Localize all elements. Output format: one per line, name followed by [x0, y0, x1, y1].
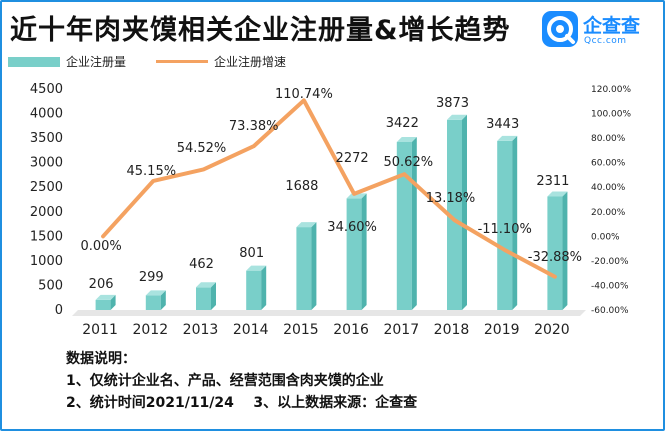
bar-value-label: 801: [239, 246, 264, 261]
bar-top: [547, 191, 568, 197]
growth-value-label: 13.18%: [426, 191, 476, 206]
y-right-tick-label: -40.00%: [591, 281, 629, 291]
x-tick-label: 2013: [183, 322, 219, 338]
y-right-tick-label: 40.00%: [591, 183, 626, 193]
bar-top: [447, 114, 467, 120]
bar-value-label: 2272: [336, 151, 369, 166]
growth-line: [101, 98, 557, 279]
y-left-tick-label: 4000: [30, 107, 63, 122]
bar-side: [562, 191, 568, 310]
y-right-tick-label: 60.00%: [591, 159, 626, 169]
bar-side: [261, 265, 267, 310]
bar-value-label: 206: [89, 277, 114, 292]
bar-side: [160, 290, 166, 310]
bar-front: [447, 119, 462, 310]
x-tick-label: 2017: [383, 322, 419, 338]
growth-value-label: 0.00%: [80, 239, 121, 254]
notes-line-1: 1、仅统计企业名、产品、经营范围含肉夹馍的企业: [66, 373, 384, 389]
growth-value-label: 73.38%: [229, 119, 279, 134]
bar-side: [211, 282, 216, 310]
bar-front: [296, 227, 312, 310]
y-right-tick-label: -60.00%: [591, 306, 629, 316]
bar-front: [547, 196, 563, 310]
x-tick-label: 2015: [283, 322, 319, 338]
y-right-tick-label: 0.00%: [591, 232, 620, 242]
notes-line-2: 2、统计时间2021/11/24 3、以上数据来源：企查查: [66, 395, 418, 411]
bar-side: [311, 222, 317, 310]
bar-front: [145, 295, 161, 310]
y-right-tick-label: 120.00%: [591, 85, 631, 95]
notes-heading: 数据说明：: [66, 351, 136, 367]
growth-value-label: 110.74%: [275, 87, 333, 102]
bar-front: [246, 270, 262, 310]
bar-value-label: 3873: [436, 96, 469, 111]
qcc-logo-icon: [542, 11, 578, 47]
bar-side: [110, 294, 116, 310]
y-right-tick-label: -20.00%: [591, 257, 629, 267]
bar-value-label: 1688: [285, 179, 318, 194]
logo-name: 企查查: [583, 15, 641, 37]
x-tick-label: 2011: [82, 322, 118, 338]
chart-plot: 0 500 1000 1500 2000 2500 3000 3500 4000 4500 -60.…: [30, 82, 632, 338]
y-left-tick-label: 500: [38, 278, 63, 293]
bar-front: [95, 299, 111, 310]
x-tick-label: 2014: [233, 322, 269, 338]
bar-top: [145, 290, 166, 296]
y-left-tick-label: 1000: [30, 254, 63, 269]
growth-value-label: -11.10%: [478, 222, 532, 237]
x-tick-label: 2012: [132, 322, 168, 338]
x-tick-label: 2020: [534, 322, 570, 338]
y-left-tick-label: 4500: [30, 82, 63, 97]
y-left-tick-label: 1500: [30, 229, 63, 244]
bar-top: [95, 294, 116, 300]
y-left-tick-label: 0: [55, 303, 63, 318]
bar-top: [396, 136, 417, 142]
y-right-tick-label: 100.00%: [591, 110, 631, 120]
legend-swatch-line: [156, 60, 208, 63]
bar-value-label: 299: [139, 270, 164, 285]
chart-floor: [72, 310, 586, 316]
growth-value-label: 34.60%: [327, 220, 377, 235]
legend-label-bars: 企业注册量: [66, 55, 127, 69]
y-left-tick-label: 2500: [30, 180, 63, 195]
bar-top: [497, 135, 518, 141]
x-tick-label: 2016: [333, 322, 369, 338]
bar-value-label: 3443: [486, 117, 519, 132]
chart-title: 近十年肉夹馍相关企业注册量&增长趋势: [10, 15, 511, 46]
y-right-tick-label: 20.00%: [591, 208, 626, 218]
bar-value-label: 2311: [536, 174, 569, 189]
data-notes: 数据说明： 1、仅统计企业名、产品、经营范围含肉夹馍的企业 2、统计时间2021…: [66, 348, 417, 414]
growth-value-label: 50.62%: [384, 155, 434, 170]
y-left-tick-label: 3500: [30, 131, 63, 146]
bar-top: [196, 282, 216, 288]
bar-side: [512, 135, 518, 310]
bar-front: [196, 287, 211, 310]
logo-subtext: Qcc.com: [584, 36, 627, 46]
bar-side: [462, 114, 467, 310]
y-right-tick-label: 80.00%: [591, 134, 626, 144]
y-left-tick-label: 3000: [30, 156, 63, 171]
bar-front: [346, 198, 362, 310]
legend-swatch-bars: [8, 57, 60, 67]
x-tick-label: 2018: [434, 322, 470, 338]
growth-value-label: -32.88%: [528, 250, 582, 265]
bar-front: [396, 141, 412, 310]
legend-label-line: 企业注册增速: [214, 55, 287, 69]
y-left-tick-label: 2000: [30, 205, 63, 220]
bar-side: [361, 193, 367, 310]
bar-top: [346, 193, 367, 199]
growth-value-label: 45.15%: [127, 164, 177, 179]
bar-top: [246, 265, 267, 271]
qcc-logo: 企查查 Qcc.com: [541, 10, 659, 50]
bar-front: [497, 140, 513, 310]
x-tick-label: 2019: [484, 322, 520, 338]
growth-value-label: 54.52%: [177, 141, 227, 156]
bar-value-label: 462: [189, 257, 214, 272]
bar-top: [296, 222, 317, 228]
bar-value-label: 3422: [386, 116, 419, 131]
